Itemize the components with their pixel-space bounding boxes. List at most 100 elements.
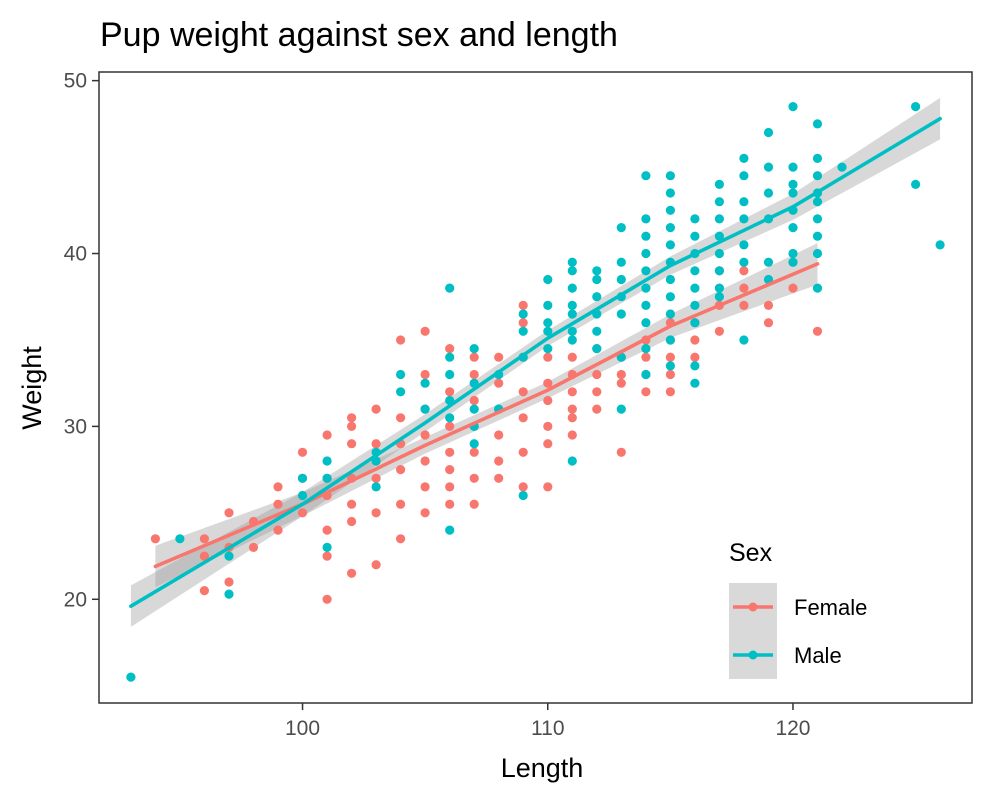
data-point-female bbox=[641, 352, 651, 362]
y-tick-label: 40 bbox=[64, 243, 87, 266]
data-point-male bbox=[665, 223, 676, 233]
data-point-female bbox=[396, 413, 406, 423]
data-point-male bbox=[567, 300, 577, 310]
data-point-male bbox=[641, 369, 651, 380]
legend-title: Sex bbox=[729, 539, 773, 567]
data-point-female bbox=[567, 413, 577, 423]
data-point-male bbox=[641, 344, 651, 354]
data-point-male bbox=[788, 248, 798, 259]
data-point-male bbox=[518, 309, 528, 319]
data-point-male bbox=[641, 318, 651, 328]
data-point-male bbox=[665, 205, 676, 215]
data-point-male bbox=[739, 153, 749, 163]
data-point-male bbox=[543, 274, 553, 285]
data-point-male bbox=[788, 257, 798, 267]
data-point-male bbox=[518, 326, 528, 336]
data-point-female bbox=[494, 473, 504, 483]
data-point-female bbox=[616, 378, 626, 388]
data-point-female bbox=[445, 447, 455, 457]
data-point-male bbox=[935, 240, 945, 250]
data-point-male bbox=[616, 309, 626, 319]
data-point-male bbox=[812, 214, 823, 224]
data-point-male bbox=[788, 162, 798, 172]
data-point-female bbox=[371, 560, 381, 570]
legend: Sex Female Male bbox=[729, 539, 867, 679]
data-point-male bbox=[837, 162, 847, 172]
data-point-female bbox=[297, 447, 308, 457]
data-point-male bbox=[714, 197, 725, 207]
data-point-female bbox=[371, 404, 381, 414]
data-point-male bbox=[126, 672, 136, 682]
legend-key-female-point bbox=[748, 602, 758, 612]
data-point-male bbox=[469, 439, 479, 449]
data-point-female bbox=[445, 421, 455, 431]
data-point-male bbox=[445, 283, 455, 293]
data-point-male bbox=[641, 214, 651, 224]
data-point-male bbox=[714, 266, 725, 276]
data-point-male bbox=[665, 171, 676, 181]
data-point-male bbox=[665, 292, 676, 302]
data-point-male bbox=[322, 542, 332, 553]
confidence-bands bbox=[130, 97, 941, 627]
data-point-male bbox=[616, 223, 626, 233]
data-point-female bbox=[616, 447, 626, 457]
data-point-female bbox=[739, 266, 749, 276]
data-point-male bbox=[911, 179, 921, 189]
data-point-female bbox=[469, 369, 479, 380]
data-point-male bbox=[690, 361, 700, 371]
data-point-female bbox=[665, 387, 676, 397]
data-point-male bbox=[616, 257, 626, 267]
data-point-male bbox=[567, 326, 577, 336]
data-point-male bbox=[592, 344, 602, 354]
data-point-male bbox=[690, 318, 700, 328]
data-point-female bbox=[494, 378, 504, 388]
data-point-male bbox=[592, 274, 602, 285]
data-point-male bbox=[714, 292, 725, 302]
data-point-male bbox=[445, 525, 455, 535]
data-point-female bbox=[273, 482, 283, 492]
data-point-male bbox=[763, 188, 774, 198]
y-tick-label: 30 bbox=[64, 415, 87, 438]
data-point-female bbox=[322, 430, 332, 440]
data-point-female bbox=[543, 482, 553, 492]
x-tick-label: 110 bbox=[531, 717, 564, 740]
data-point-female bbox=[322, 551, 332, 561]
data-point-male bbox=[812, 153, 823, 163]
data-point-male bbox=[445, 352, 455, 362]
data-point-female bbox=[420, 482, 430, 492]
data-point-male bbox=[420, 404, 430, 414]
data-point-male bbox=[739, 240, 749, 250]
data-point-female bbox=[641, 387, 651, 397]
data-point-male bbox=[690, 378, 700, 388]
data-point-female bbox=[347, 516, 357, 527]
data-point-female bbox=[518, 413, 528, 423]
data-point-female bbox=[494, 430, 504, 440]
y-axis-ticks: 20 30 40 50 bbox=[64, 70, 99, 611]
data-point-female bbox=[371, 439, 381, 449]
y-tick-label: 20 bbox=[64, 588, 87, 611]
data-point-male bbox=[469, 404, 479, 414]
data-point-male bbox=[616, 404, 626, 414]
data-point-male bbox=[690, 283, 700, 293]
data-point-male bbox=[567, 456, 577, 466]
data-point-male bbox=[690, 231, 700, 241]
data-point-female bbox=[567, 404, 577, 414]
data-point-male bbox=[616, 274, 626, 285]
data-point-female bbox=[224, 577, 234, 587]
legend-label-female: Female bbox=[794, 595, 867, 620]
data-point-male bbox=[567, 257, 577, 267]
data-point-female bbox=[469, 473, 479, 483]
data-point-female bbox=[347, 421, 357, 431]
data-point-male bbox=[567, 309, 577, 319]
data-point-female bbox=[690, 335, 700, 345]
data-point-female bbox=[494, 352, 504, 362]
data-point-male bbox=[543, 344, 553, 354]
data-point-male bbox=[788, 179, 798, 189]
data-point-male bbox=[592, 292, 602, 302]
data-point-male bbox=[567, 283, 577, 293]
data-point-male bbox=[714, 283, 725, 293]
data-point-male bbox=[714, 214, 725, 224]
data-point-male bbox=[788, 102, 798, 112]
data-point-female bbox=[543, 439, 553, 449]
data-point-male bbox=[641, 231, 651, 241]
